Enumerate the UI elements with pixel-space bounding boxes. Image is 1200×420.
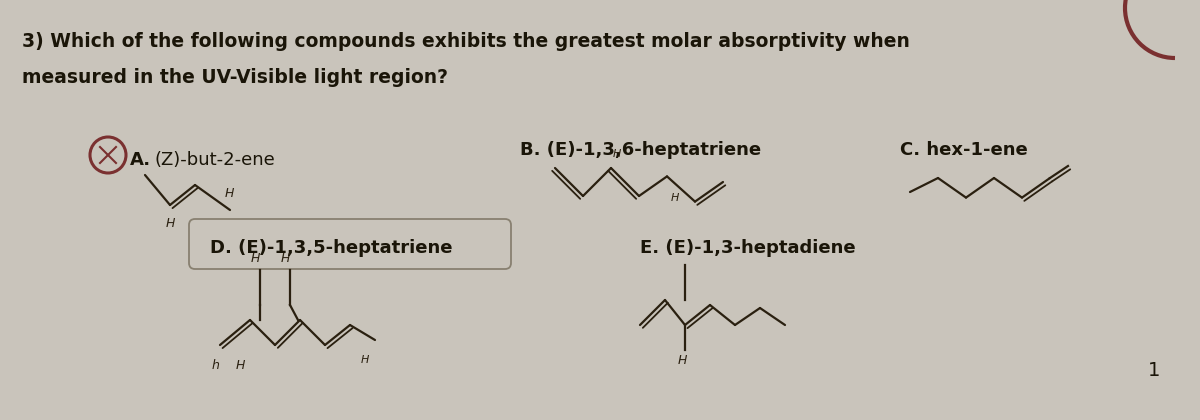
Text: H: H bbox=[281, 252, 289, 265]
Text: H: H bbox=[251, 252, 259, 265]
Text: measured in the UV-Visible light region?: measured in the UV-Visible light region? bbox=[22, 68, 448, 87]
Text: H: H bbox=[613, 149, 622, 159]
FancyBboxPatch shape bbox=[190, 219, 511, 269]
Text: 1: 1 bbox=[1147, 360, 1160, 380]
Text: B. (E)-1,3,6-heptatriene: B. (E)-1,3,6-heptatriene bbox=[520, 141, 761, 159]
Text: C. hex-1-ene: C. hex-1-ene bbox=[900, 141, 1027, 159]
Text: H: H bbox=[361, 355, 370, 365]
Text: H: H bbox=[235, 359, 245, 372]
Text: A.: A. bbox=[130, 151, 151, 169]
Text: E. (E)-1,3-heptadiene: E. (E)-1,3-heptadiene bbox=[640, 239, 856, 257]
Text: (Z)-but-2-ene: (Z)-but-2-ene bbox=[155, 151, 276, 169]
Text: 3) Which of the following compounds exhibits the greatest molar absorptivity whe: 3) Which of the following compounds exhi… bbox=[22, 32, 910, 51]
Text: D. (E)-1,3,5-heptatriene: D. (E)-1,3,5-heptatriene bbox=[210, 239, 452, 257]
Text: h: h bbox=[211, 359, 218, 372]
Text: H: H bbox=[677, 354, 686, 367]
Text: H: H bbox=[226, 186, 234, 199]
Text: H: H bbox=[166, 216, 175, 229]
Text: H: H bbox=[671, 193, 679, 203]
